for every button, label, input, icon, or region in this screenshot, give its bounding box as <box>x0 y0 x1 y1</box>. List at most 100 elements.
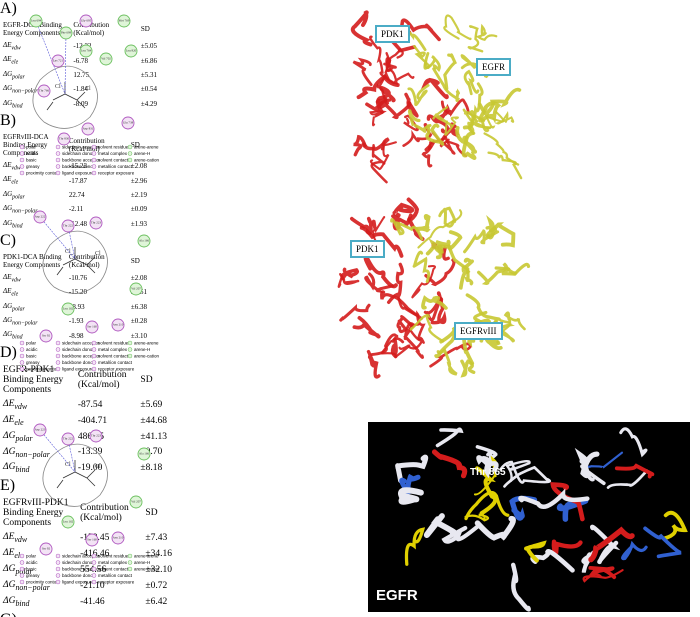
residue-label: Val 207 <box>131 500 141 504</box>
ribbon <box>395 454 429 484</box>
residue-label: Asn 210 <box>113 536 124 540</box>
interaction <box>64 32 67 95</box>
ribbon <box>524 540 547 563</box>
sd: ±3.10 <box>130 331 147 340</box>
legend-swatch <box>55 347 61 352</box>
atom: Cl <box>55 84 61 90</box>
legend-swatch <box>55 157 61 163</box>
sd: ±7.43 <box>145 533 168 544</box>
legend-label: solvent contact <box>98 567 129 572</box>
contribution: -87.54 <box>77 399 103 410</box>
sd: ±41.13 <box>140 431 167 442</box>
ribbon <box>390 218 424 241</box>
term-symbol: ΔE <box>3 175 12 184</box>
residue-label: Val 702 <box>101 57 111 61</box>
proximity-contour <box>42 443 108 507</box>
legend-swatch <box>91 566 97 572</box>
ribbon <box>356 74 400 100</box>
residue <box>39 329 53 343</box>
residue-label: Ser 160 <box>87 538 97 542</box>
energy-term: ΔGpolar <box>2 563 77 577</box>
ribbon <box>474 515 516 541</box>
residue <box>117 14 131 28</box>
legend-swatch <box>55 573 61 578</box>
ribbon <box>369 110 387 127</box>
ribbon <box>340 267 359 282</box>
legend-label: greasy <box>26 573 40 578</box>
legend-swatch <box>19 566 25 572</box>
energy-term: ΔGpolar <box>2 430 75 444</box>
legend-swatch <box>55 164 61 169</box>
term-subscript: ele <box>14 417 24 427</box>
ribbon <box>364 272 395 294</box>
energy-term: ΔEvdw <box>2 160 66 172</box>
column-header: Contribution (Kcal/mol) <box>73 21 110 37</box>
sd: ±6.42 <box>145 596 168 607</box>
sd: ±32.10 <box>145 565 172 576</box>
residue-label: Asp 223 <box>35 428 46 432</box>
legend-label: arene-H <box>134 347 150 352</box>
interaction <box>65 51 131 94</box>
table-row: ΔGnon−polar -1.84 ±0.54 <box>2 83 158 95</box>
legend-swatch <box>127 560 133 565</box>
ribbon <box>463 229 500 254</box>
legend-label: sidechain acceptor <box>62 145 100 150</box>
ribbon <box>619 427 648 458</box>
table-row: ΔGbind -8.98 ±3.10 <box>2 329 148 341</box>
ribbon <box>444 116 459 136</box>
legend-label: backbone acceptor <box>62 158 101 163</box>
ribbon <box>424 52 441 72</box>
residue <box>124 44 138 58</box>
legend-swatch <box>91 553 97 559</box>
ribbon <box>404 527 426 566</box>
residue-label: Thr 223 <box>91 221 102 225</box>
column-header: Contribution (Kcal/mol) <box>77 369 127 390</box>
ribbon <box>458 257 474 290</box>
interaction <box>75 472 136 502</box>
residue <box>137 447 151 461</box>
panel-letter: D) <box>0 343 17 361</box>
legend-swatch <box>127 340 133 346</box>
term-symbol: ΔG <box>3 218 13 227</box>
term-subscript: bind <box>15 598 30 608</box>
ligand <box>56 460 96 489</box>
legend-swatch <box>91 360 97 365</box>
legend-swatch <box>19 144 25 150</box>
ribbon <box>435 427 464 448</box>
energy-term: ΔGnon−polar <box>2 579 77 593</box>
ribbon <box>425 123 445 146</box>
legend-swatch <box>19 170 25 176</box>
interaction <box>75 454 144 472</box>
residue-label: Leu 820 <box>126 49 137 53</box>
ribbon <box>350 216 373 236</box>
legend-swatch <box>91 347 97 352</box>
legend-swatch <box>55 151 61 156</box>
legend-label: polar <box>26 554 37 559</box>
residue <box>29 14 43 28</box>
legend-label: arene-cation <box>134 158 160 163</box>
table-row: ΔGnon−polar -2.11 ±0.09 <box>2 203 148 215</box>
ribbon <box>550 482 585 522</box>
term-symbol: ΔG <box>3 316 13 325</box>
legend-label: backbone donor <box>62 360 95 365</box>
legend-swatch <box>91 366 97 372</box>
term-subscript: non−polar <box>12 88 38 95</box>
legend-label: solvent residue <box>98 554 129 559</box>
residue-label: Thr 865 <box>470 467 506 478</box>
ribbon <box>483 132 520 166</box>
residue <box>79 14 93 28</box>
legend-swatch <box>19 553 25 559</box>
residue-label: Ala 166 <box>139 239 150 243</box>
term-subscript: vdw <box>11 277 21 284</box>
legend-swatch <box>55 340 61 346</box>
sd: ±2.08 <box>130 274 147 283</box>
energy-term: ΔEele <box>2 286 66 298</box>
contribution: -21.10 <box>80 580 105 591</box>
residue <box>37 84 51 98</box>
residue-label: Val 207 <box>131 287 141 291</box>
legend-label: sidechain donor <box>62 560 94 565</box>
ribbon <box>352 57 373 87</box>
atom: Cl <box>85 86 91 92</box>
ribbon <box>606 469 649 489</box>
